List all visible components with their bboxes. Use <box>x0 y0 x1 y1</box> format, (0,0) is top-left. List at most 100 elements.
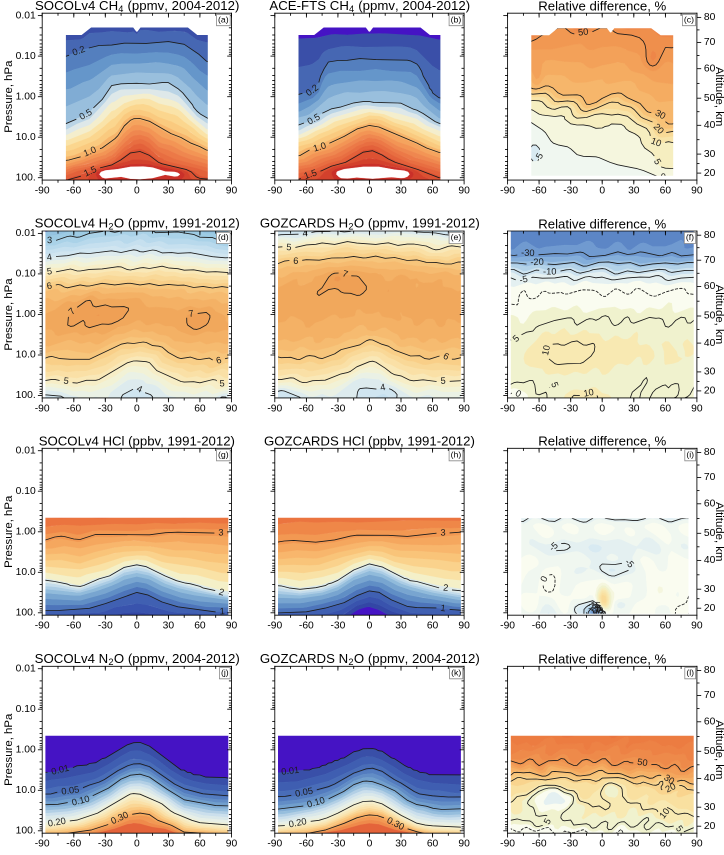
svg-text:60: 60 <box>704 281 716 292</box>
svg-text:-90: -90 <box>500 186 515 197</box>
svg-text:Relative difference, %: Relative difference, % <box>538 0 666 13</box>
svg-text:1: 1 <box>440 603 446 614</box>
svg-text:20: 20 <box>664 781 678 794</box>
svg-text:5: 5 <box>46 266 52 277</box>
svg-text:-60: -60 <box>66 403 81 414</box>
svg-text:100.: 100. <box>16 390 36 401</box>
svg-text:0.2: 0.2 <box>71 44 87 58</box>
svg-text:0: 0 <box>367 621 373 632</box>
svg-text:30: 30 <box>628 186 640 197</box>
svg-text:60: 60 <box>194 621 206 632</box>
svg-text:10.0: 10.0 <box>16 785 36 796</box>
svg-text:-90: -90 <box>267 621 282 632</box>
svg-text:60: 60 <box>427 186 439 197</box>
svg-text:-90: -90 <box>267 403 282 414</box>
svg-text:(a): (a) <box>218 14 229 24</box>
svg-text:10.0: 10.0 <box>16 132 36 143</box>
svg-text:-60: -60 <box>299 621 314 632</box>
svg-text:90: 90 <box>458 621 470 632</box>
svg-text:60: 60 <box>427 621 439 632</box>
svg-text:-20: -20 <box>530 257 544 268</box>
svg-text:Altitude, km: Altitude, km <box>713 720 724 780</box>
svg-text:2: 2 <box>218 587 226 598</box>
svg-text:-90: -90 <box>35 621 50 632</box>
svg-text:1.5: 1.5 <box>82 164 98 179</box>
svg-text:-90: -90 <box>267 186 282 197</box>
svg-text:30: 30 <box>628 839 640 850</box>
svg-text:90: 90 <box>691 621 703 632</box>
svg-text:90: 90 <box>458 403 470 414</box>
svg-text:S O C O L v 4 H O ( p p m: S O C O L v 4 H O ( p p m v , 1 9 9 1 - … <box>35 215 245 232</box>
svg-text:(h): (h) <box>451 449 462 459</box>
svg-text:S O C O L v 4 N O ( p p m: S O C O L v 4 N O ( p p m v , 2 0 0 4 - … <box>35 650 245 667</box>
svg-text:100.: 100. <box>16 825 36 836</box>
svg-text:6: 6 <box>442 351 451 362</box>
svg-text:0.10: 0.10 <box>16 704 36 715</box>
svg-text:-30: -30 <box>563 186 578 197</box>
svg-text:Pressure, hPa: Pressure, hPa <box>3 278 15 351</box>
svg-text:Relative difference, %: Relative difference, % <box>538 216 666 231</box>
svg-text:5: 5 <box>674 824 685 834</box>
svg-text:0.10: 0.10 <box>306 795 326 810</box>
svg-text:-90: -90 <box>35 403 50 414</box>
svg-text:30: 30 <box>704 149 716 160</box>
svg-text:-90: -90 <box>500 839 515 850</box>
svg-text:(i): (i) <box>686 449 694 459</box>
svg-text:0: 0 <box>134 839 140 850</box>
svg-text:6: 6 <box>293 256 299 266</box>
svg-text:90: 90 <box>226 839 238 850</box>
svg-text:30: 30 <box>163 186 175 197</box>
svg-text:30: 30 <box>628 403 640 414</box>
svg-text:0.05: 0.05 <box>61 784 80 796</box>
svg-text:5: 5 <box>511 333 522 344</box>
svg-text:S O C O L v 4 C H ( p p m: S O C O L v 4 C H ( p p m v , 2 0 0 4 - … <box>35 0 244 14</box>
svg-text:90: 90 <box>458 186 470 197</box>
svg-text:60: 60 <box>660 621 672 632</box>
svg-text:4: 4 <box>379 382 386 393</box>
svg-text:-30: -30 <box>330 839 345 850</box>
svg-text:0: 0 <box>538 574 549 583</box>
svg-text:5: 5 <box>286 242 292 252</box>
svg-text:-30: -30 <box>589 603 605 617</box>
svg-text:(d): (d) <box>218 232 229 242</box>
svg-text:1.00: 1.00 <box>16 744 36 755</box>
svg-text:1: 1 <box>219 606 225 616</box>
svg-text:-90: -90 <box>35 839 50 850</box>
svg-text:-10: -10 <box>543 266 557 276</box>
svg-text:10: 10 <box>650 136 663 149</box>
svg-text:60: 60 <box>194 839 206 850</box>
svg-text:-90: -90 <box>267 839 282 850</box>
svg-text:90: 90 <box>691 186 703 197</box>
svg-text:60: 60 <box>194 186 206 197</box>
svg-text:0.10: 0.10 <box>71 794 91 808</box>
svg-text:0: 0 <box>599 839 605 850</box>
svg-text:-30: -30 <box>330 621 345 632</box>
svg-text:-30: -30 <box>563 403 578 414</box>
svg-text:60: 60 <box>704 63 716 74</box>
svg-text:50: 50 <box>578 27 589 38</box>
svg-text:70: 70 <box>704 37 716 48</box>
svg-text:-90: -90 <box>500 403 515 414</box>
svg-text:0.10: 0.10 <box>16 486 36 497</box>
svg-text:0.01: 0.01 <box>16 228 36 239</box>
svg-text:100.: 100. <box>16 172 36 183</box>
svg-text:-60: -60 <box>299 839 314 850</box>
svg-text:30: 30 <box>662 772 676 786</box>
svg-text:Altitude, km: Altitude, km <box>713 502 724 562</box>
svg-text:30: 30 <box>704 802 716 813</box>
svg-text:-60: -60 <box>532 186 547 197</box>
svg-text:0: 0 <box>599 403 605 414</box>
svg-text:90: 90 <box>226 621 238 632</box>
svg-text:1.5: 1.5 <box>303 167 319 181</box>
svg-text:50: 50 <box>637 757 649 768</box>
svg-text:-30: -30 <box>330 186 345 197</box>
svg-text:-30: -30 <box>563 839 578 850</box>
svg-text:0: 0 <box>367 839 373 850</box>
svg-text:30: 30 <box>163 403 175 414</box>
svg-text:-25: -25 <box>588 603 602 614</box>
svg-text:0: 0 <box>134 403 140 414</box>
svg-text:4: 4 <box>46 252 53 263</box>
svg-text:80: 80 <box>704 230 716 241</box>
svg-text:0.10: 0.10 <box>16 269 36 280</box>
svg-text:5: 5 <box>63 376 69 387</box>
